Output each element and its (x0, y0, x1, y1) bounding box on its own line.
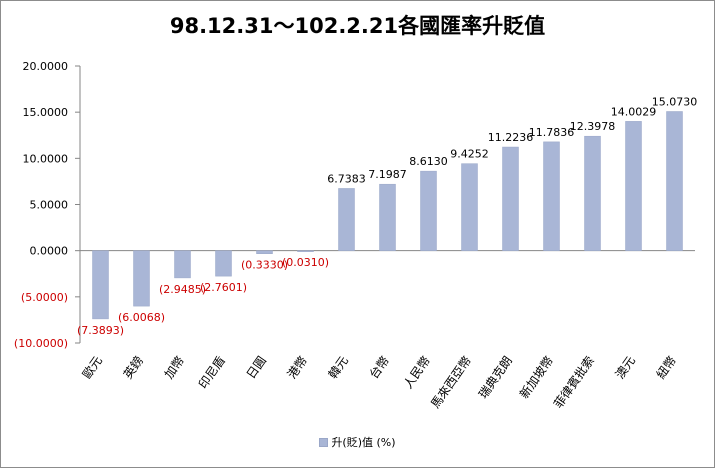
data-labels: (7.3893)(6.0068) (2.9485)(2.7601) (0.3330)… (77, 95, 697, 336)
y-tick-label: 15.0000 (23, 106, 69, 119)
legend: 升(貶)值 (%) (0, 434, 715, 450)
y-tick-label: (10.0000) (14, 337, 68, 350)
data-label: 9.4252 (450, 148, 489, 161)
data-label: (7.3893) (77, 324, 124, 337)
category-label: 韓元 (326, 354, 351, 382)
y-tick-label: 0.0000 (30, 245, 69, 258)
category-label: 紐幣 (654, 354, 679, 382)
legend-label: 升(貶)值 (%) (331, 436, 396, 449)
bars (92, 111, 683, 320)
bar (133, 250, 150, 307)
data-label: (0.0310) (282, 256, 329, 269)
y-tick-label: (5.0000) (21, 291, 68, 304)
data-label: 11.7836 (529, 126, 575, 139)
category-label: 港幣 (285, 354, 310, 382)
category-label: 新加坡幣 (516, 353, 556, 401)
data-label: 12.3978 (570, 120, 616, 133)
data-label: 7.1987 (368, 168, 407, 181)
category-label: 英鎊 (120, 353, 146, 381)
bar (297, 250, 314, 252)
bar (543, 141, 560, 251)
category-label: 瑞典克朗 (476, 354, 515, 401)
data-label: (2.9485) (159, 283, 206, 296)
bar (584, 135, 601, 251)
y-tick-label: 20.0000 (23, 60, 69, 73)
category-label: 澳元 (613, 354, 638, 382)
bar (502, 146, 519, 251)
chart-title: 98.12.31～102.2.21各國匯率升貶值 (169, 14, 546, 38)
bar (461, 163, 478, 251)
bar (215, 250, 232, 277)
data-label: 15.0730 (652, 95, 698, 108)
bar (379, 183, 396, 251)
bar (420, 170, 437, 251)
bar (174, 250, 191, 279)
bar (338, 188, 355, 251)
y-tick-label: 10.0000 (23, 152, 69, 165)
bar (92, 250, 109, 320)
bar (256, 250, 273, 254)
category-label: 歐元 (79, 353, 105, 381)
category-label: 印尼盾 (196, 354, 228, 392)
data-label: 14.0029 (611, 105, 657, 118)
y-tick-labels: 20.0000 15.0000 10.0000 5.0000 0.0000 (5.0000… (14, 60, 68, 350)
data-label: (0.3330) (241, 259, 288, 272)
data-label: 6.7383 (327, 172, 366, 185)
data-label: 8.6130 (409, 155, 448, 168)
data-label: 11.2236 (488, 131, 534, 144)
y-tick-label: 5.0000 (30, 199, 69, 212)
bar (625, 121, 642, 251)
data-label: (6.0068) (118, 311, 165, 324)
category-label: 加幣 (162, 354, 187, 382)
data-label: (2.7601) (200, 281, 247, 294)
category-label: 日圓 (244, 354, 269, 382)
category-label: 馬來西亞幣 (428, 354, 474, 411)
category-label: 台幣 (366, 353, 392, 381)
category-label: 菲律賓批索 (550, 353, 597, 411)
category-label: 人民幣 (401, 354, 433, 392)
bar (666, 111, 683, 251)
legend-swatch (319, 437, 329, 447)
